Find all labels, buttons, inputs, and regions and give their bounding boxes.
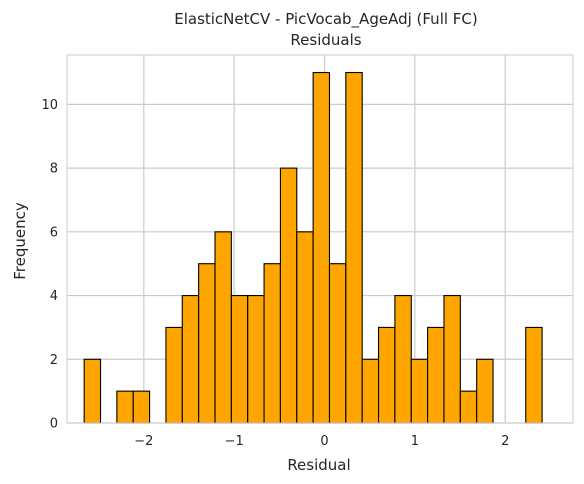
x-tick-label: −2 bbox=[134, 434, 153, 449]
y-tick-label: 4 bbox=[50, 289, 58, 304]
histogram-bar bbox=[427, 326, 445, 424]
x-axis-ticks: −2 −1 0 1 2 bbox=[134, 434, 509, 449]
x-tick-label: 0 bbox=[320, 434, 328, 449]
histogram-bar bbox=[132, 390, 151, 424]
histogram-bar bbox=[181, 295, 200, 424]
histogram-bar bbox=[345, 71, 363, 424]
y-tick-label: 6 bbox=[50, 225, 58, 240]
y-tick-label: 8 bbox=[50, 162, 58, 177]
plot-frame bbox=[66, 54, 574, 424]
y-tick-label: 0 bbox=[50, 417, 58, 432]
histogram-bar bbox=[394, 295, 412, 424]
histogram-bar bbox=[279, 167, 298, 424]
histogram-bar bbox=[459, 390, 478, 424]
histogram-bar bbox=[165, 326, 183, 424]
histogram-bar bbox=[230, 295, 249, 424]
histogram-bar bbox=[443, 295, 461, 424]
x-axis-label: Residual bbox=[287, 456, 350, 474]
histogram-bar bbox=[198, 263, 216, 424]
histogram-bar bbox=[312, 71, 331, 424]
histogram-bar bbox=[410, 358, 429, 424]
histogram-bar bbox=[361, 358, 380, 424]
y-axis-label: Frequency bbox=[11, 202, 29, 280]
histogram-bar bbox=[247, 295, 265, 424]
chart-title: ElasticNetCV - PicVocab_AgeAdj (Full FC) bbox=[174, 10, 478, 29]
histogram-bar bbox=[116, 390, 134, 424]
histogram-bar bbox=[476, 358, 494, 424]
y-tick-label: 10 bbox=[41, 98, 58, 113]
x-tick-label: −1 bbox=[225, 434, 244, 449]
histogram-bars bbox=[83, 71, 543, 424]
x-tick-label: 1 bbox=[411, 434, 419, 449]
x-tick-label: 2 bbox=[501, 434, 509, 449]
chart-subtitle: Residuals bbox=[290, 31, 361, 49]
histogram-bar bbox=[378, 326, 396, 424]
histogram-bar bbox=[525, 326, 543, 424]
y-tick-label: 2 bbox=[50, 353, 58, 368]
histogram-bar bbox=[263, 263, 281, 424]
histogram-bar bbox=[214, 231, 232, 424]
histogram-bar bbox=[296, 231, 314, 424]
histogram-bar bbox=[83, 358, 102, 424]
y-axis-ticks: 0 2 4 6 8 10 bbox=[41, 98, 58, 432]
histogram-bar bbox=[328, 263, 347, 424]
